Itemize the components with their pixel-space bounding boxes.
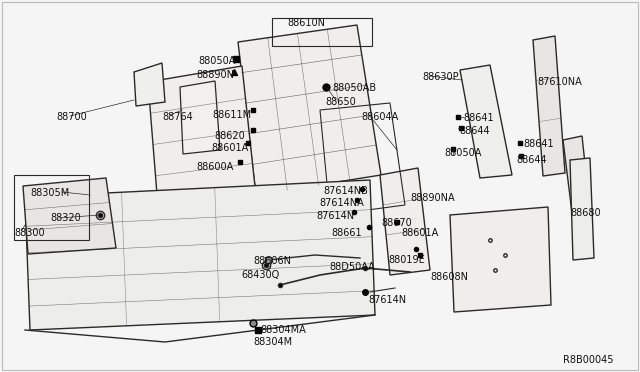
Text: 88320: 88320 <box>50 213 81 223</box>
Polygon shape <box>450 207 551 312</box>
Text: 88601A: 88601A <box>211 143 248 153</box>
Text: 88600A: 88600A <box>196 162 233 172</box>
Text: 88641: 88641 <box>463 113 493 123</box>
Text: 88661: 88661 <box>331 228 362 238</box>
Text: 87614N: 87614N <box>368 295 406 305</box>
Text: 88641: 88641 <box>523 139 554 149</box>
Text: 88606N: 88606N <box>253 256 291 266</box>
Text: 87614N: 87614N <box>316 211 354 221</box>
Polygon shape <box>460 65 512 178</box>
Text: 88050A: 88050A <box>444 148 481 158</box>
Text: 88620: 88620 <box>214 131 244 141</box>
Text: 68430Q: 68430Q <box>241 270 279 280</box>
Bar <box>14 175 89 240</box>
Polygon shape <box>570 158 594 260</box>
Text: 87614NA: 87614NA <box>319 198 364 208</box>
Polygon shape <box>23 178 116 254</box>
Text: 88050A: 88050A <box>198 56 236 66</box>
Polygon shape <box>380 168 430 275</box>
Text: 88680: 88680 <box>570 208 600 218</box>
Text: 87610NA: 87610NA <box>537 77 582 87</box>
Text: 87614NB: 87614NB <box>323 186 368 196</box>
Text: 88019E: 88019E <box>388 255 425 265</box>
Text: 88650: 88650 <box>325 97 356 107</box>
Text: 88670: 88670 <box>381 218 412 228</box>
Text: 88304M: 88304M <box>253 337 292 347</box>
Polygon shape <box>238 25 381 195</box>
Polygon shape <box>148 66 256 207</box>
Polygon shape <box>533 36 565 176</box>
Polygon shape <box>563 136 590 213</box>
Text: 88304MA: 88304MA <box>260 325 306 335</box>
Text: 88890NA: 88890NA <box>410 193 454 203</box>
Text: 88644: 88644 <box>459 126 490 136</box>
Text: 88601A: 88601A <box>401 228 438 238</box>
Text: 88630P: 88630P <box>422 72 459 82</box>
Text: 88611M: 88611M <box>212 110 251 120</box>
Text: 88644: 88644 <box>516 155 547 165</box>
Text: 88608N: 88608N <box>430 272 468 282</box>
Text: 88050AB: 88050AB <box>332 83 376 93</box>
Text: 88764: 88764 <box>162 112 193 122</box>
Text: 88604A: 88604A <box>361 112 398 122</box>
Text: 88D50AA: 88D50AA <box>329 262 375 272</box>
Text: 88305M: 88305M <box>30 188 69 198</box>
Text: R8B00045: R8B00045 <box>563 355 614 365</box>
Text: 88300: 88300 <box>14 228 45 238</box>
Polygon shape <box>134 63 165 106</box>
Text: 88700: 88700 <box>56 112 87 122</box>
Polygon shape <box>180 81 220 154</box>
Text: 88890N: 88890N <box>196 70 234 80</box>
Bar <box>272 18 372 46</box>
Polygon shape <box>25 180 375 330</box>
Text: 88610N: 88610N <box>287 18 325 28</box>
